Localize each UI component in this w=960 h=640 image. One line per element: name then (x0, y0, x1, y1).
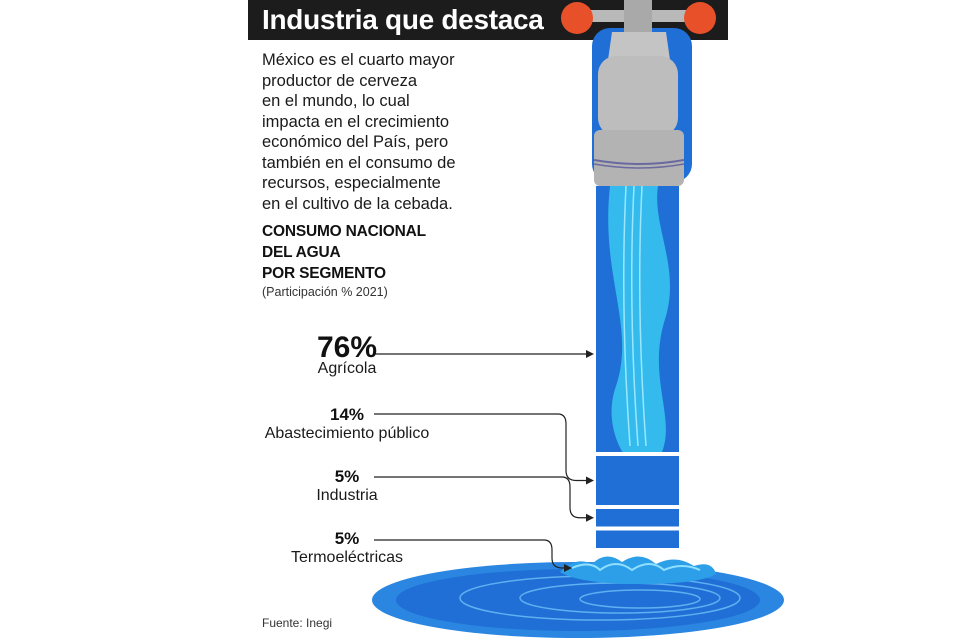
leader-arrow-3 (564, 564, 572, 572)
leader-line-3 (374, 539, 566, 569)
leader-lines (374, 350, 594, 572)
water-line (623, 185, 631, 447)
category-label-agricola: Agrícola (317, 360, 377, 377)
value-label-abastecimiento: 14% (329, 405, 365, 424)
water-segment-3 (596, 530, 679, 548)
water-column (596, 185, 679, 548)
value-label-agricola: 76% (316, 331, 378, 364)
leader-arrow-0 (586, 350, 594, 358)
water-splash-icon (372, 556, 784, 638)
category-label-abastecimiento: Abastecimiento público (264, 425, 430, 442)
chart-subtitle: (Participación % 2021) (262, 285, 388, 299)
leader-line-1 (374, 413, 588, 482)
source-note: Fuente: Inegi (262, 616, 333, 630)
intro-text: México es el cuarto mayor productor de c… (262, 50, 502, 214)
chart-title-line: POR SEGMENTO (262, 265, 386, 282)
category-label-termoelectricas: Termoeléctricas (290, 549, 404, 566)
intro-line: en el mundo, lo cual (262, 92, 410, 110)
leader-arrow-1 (586, 476, 594, 485)
intro-line: impacta en el crecimiento (262, 112, 450, 131)
value-label-industria: 5% (334, 467, 360, 486)
intro-line: recursos, especialmente (262, 174, 441, 192)
leader-arrow-2 (586, 513, 594, 522)
value-label-termoelectricas: 5% (334, 529, 360, 548)
chart-title-line: DEL AGUA (262, 244, 341, 261)
leader-line-2 (374, 476, 588, 519)
water-line (631, 185, 639, 447)
category-label-industria: Industria (316, 487, 378, 504)
intro-line: económico del País, pero (262, 133, 449, 151)
intro-line: también en el consumo de (262, 153, 456, 172)
intro-line: productor de cerveza (262, 71, 418, 90)
faucet-icon (561, 0, 716, 186)
water-segment-2 (596, 509, 679, 527)
chart-title-line: CONSUMO NACIONAL (262, 223, 426, 240)
water-line (639, 185, 647, 447)
page-title: Industria que destaca (262, 4, 544, 35)
chart-title: CONSUMO NACIONAL DEL AGUA POR SEGMENTO (262, 221, 426, 284)
water-segment-1 (596, 456, 679, 505)
intro-line: en el cultivo de la cebada. (262, 194, 453, 213)
intro-line: México es el cuarto mayor (262, 51, 455, 69)
